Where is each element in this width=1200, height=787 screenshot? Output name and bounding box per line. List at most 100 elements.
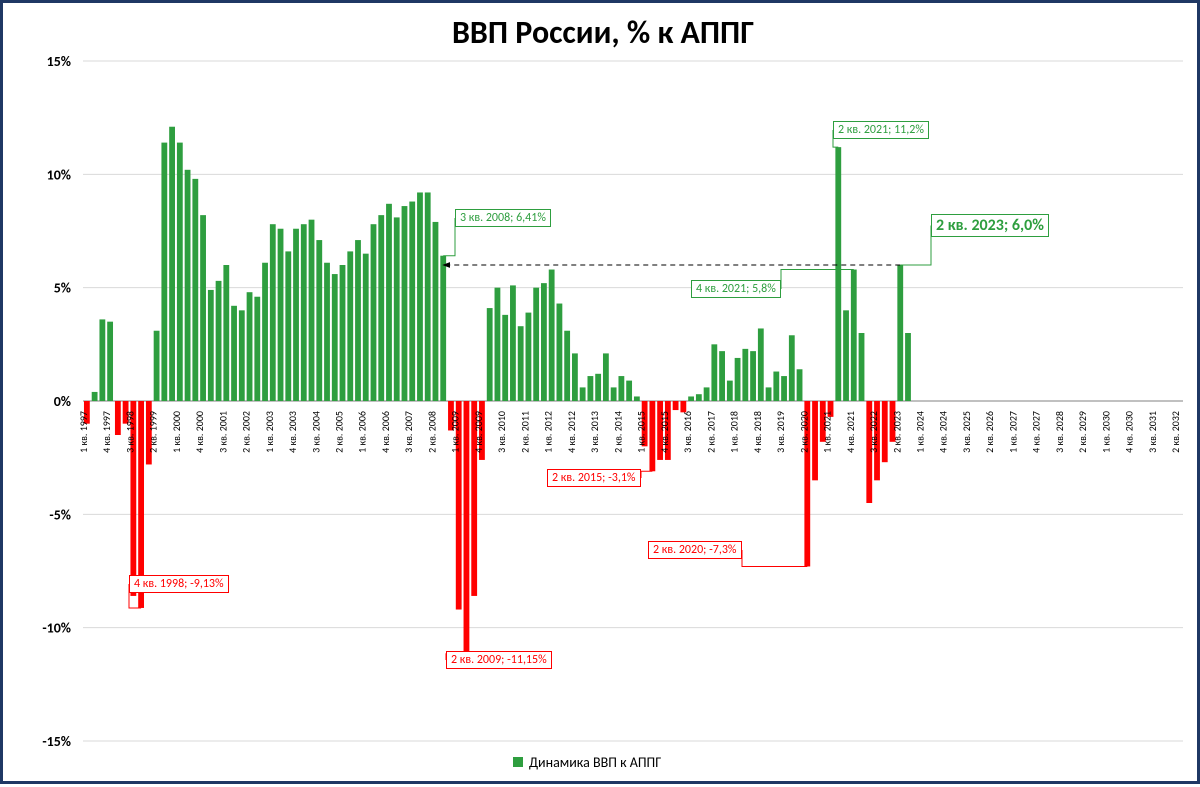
- bar: [433, 222, 439, 401]
- callout-box: 2 кв. 2009; -11,15%: [446, 651, 552, 669]
- callout-box: 2 кв. 2020; -7,3%: [648, 541, 742, 559]
- svg-text:1 кв. 2027: 1 кв. 2027: [1006, 411, 1019, 453]
- bar: [177, 143, 183, 401]
- bar: [185, 170, 191, 401]
- svg-text:4 кв. 2021: 4 кв. 2021: [844, 411, 857, 453]
- svg-text:2 кв. 2029: 2 кв. 2029: [1076, 411, 1089, 453]
- svg-text:4 кв. 2015: 4 кв. 2015: [658, 411, 671, 453]
- bar: [208, 290, 214, 401]
- bar: [564, 331, 570, 401]
- bar: [843, 310, 849, 401]
- svg-text:4 кв. 2030: 4 кв. 2030: [1123, 411, 1136, 453]
- svg-text:4 кв. 2009: 4 кв. 2009: [472, 411, 485, 453]
- bar: [727, 381, 733, 401]
- svg-text:1 кв. 2030: 1 кв. 2030: [1099, 411, 1112, 453]
- bar: [332, 274, 338, 401]
- svg-text:15%: 15%: [47, 53, 71, 70]
- svg-text:-5%: -5%: [49, 506, 71, 523]
- bar: [394, 217, 400, 401]
- callout-box: 4 кв. 2021; 5,8%: [691, 280, 781, 298]
- bar: [107, 322, 113, 401]
- legend-label: Динамика ВВП к АППГ: [529, 754, 661, 771]
- svg-text:3 кв. 2013: 3 кв. 2013: [588, 411, 601, 453]
- bar: [247, 292, 253, 401]
- bar: [285, 251, 291, 401]
- bar: [169, 127, 175, 401]
- bar: [696, 394, 702, 401]
- bar: [425, 192, 431, 401]
- callout-leader: [742, 550, 807, 566]
- bar: [634, 396, 640, 401]
- svg-text:2 кв. 2011: 2 кв. 2011: [518, 411, 531, 453]
- bar: [750, 351, 756, 401]
- svg-text:-10%: -10%: [42, 620, 71, 637]
- bar: [626, 381, 632, 401]
- bar: [440, 256, 446, 401]
- svg-text:-15%: -15%: [42, 733, 71, 750]
- bar: [603, 353, 609, 401]
- bar: [409, 202, 415, 401]
- svg-text:1 кв. 2024: 1 кв. 2024: [913, 411, 926, 453]
- bar: [704, 387, 710, 401]
- callout-leader: [443, 218, 455, 256]
- bar: [611, 387, 617, 401]
- svg-text:2 кв. 2017: 2 кв. 2017: [704, 411, 717, 453]
- callout-leader: [781, 270, 854, 289]
- svg-text:3 кв. 2004: 3 кв. 2004: [309, 411, 322, 453]
- svg-text:1 кв. 2009: 1 кв. 2009: [449, 411, 462, 453]
- callout-box: 2 кв. 2015; -3,1%: [547, 469, 641, 487]
- bar: [905, 333, 911, 401]
- svg-text:1 кв. 2000: 1 кв. 2000: [170, 411, 183, 453]
- callout-box: 2 кв. 2021; 11,2%: [833, 121, 929, 139]
- bar: [355, 240, 361, 401]
- svg-text:1 кв. 2015: 1 кв. 2015: [635, 411, 648, 453]
- svg-text:1 кв. 1997: 1 кв. 1997: [77, 411, 90, 453]
- svg-text:4 кв. 2003: 4 кв. 2003: [286, 411, 299, 453]
- bar: [587, 376, 593, 401]
- svg-text:2 кв. 2005: 2 кв. 2005: [333, 411, 346, 453]
- legend-marker: [513, 757, 523, 767]
- chart-svg: -15%-10%-5%0%5%10%15%1 кв. 19974 кв. 199…: [3, 3, 1200, 787]
- bar: [200, 215, 206, 401]
- bar: [533, 288, 539, 401]
- bar: [835, 147, 841, 401]
- bar: [293, 229, 299, 401]
- svg-text:2 кв. 2026: 2 кв. 2026: [983, 411, 996, 453]
- svg-text:5%: 5%: [54, 280, 71, 297]
- bar: [316, 240, 322, 401]
- bar: [851, 270, 857, 401]
- bar: [742, 349, 748, 401]
- svg-text:4 кв. 1997: 4 кв. 1997: [100, 411, 113, 453]
- bar: [495, 288, 501, 401]
- bar: [340, 265, 346, 401]
- svg-text:3 кв. 1998: 3 кв. 1998: [123, 411, 136, 453]
- svg-text:4 кв. 2027: 4 кв. 2027: [1030, 411, 1043, 453]
- svg-text:2 кв. 2002: 2 кв. 2002: [240, 411, 253, 453]
- svg-text:2 кв. 1999: 2 кв. 1999: [147, 411, 160, 453]
- bar: [812, 401, 818, 480]
- bar: [673, 401, 679, 410]
- bar: [309, 220, 315, 401]
- svg-text:2 кв. 2032: 2 кв. 2032: [1169, 411, 1182, 453]
- bar: [347, 251, 353, 401]
- svg-text:2 кв. 2014: 2 кв. 2014: [611, 411, 624, 453]
- bar: [487, 308, 493, 401]
- bar: [510, 285, 516, 401]
- bar: [797, 369, 803, 401]
- bar: [649, 401, 655, 471]
- svg-text:4 кв. 2024: 4 кв. 2024: [937, 411, 950, 453]
- svg-text:3 кв. 2010: 3 кв. 2010: [495, 411, 508, 453]
- bar: [549, 270, 555, 401]
- callout-box: 3 кв. 2008; 6,41%: [455, 209, 551, 227]
- bar: [897, 265, 903, 401]
- svg-text:2 кв. 2008: 2 кв. 2008: [425, 411, 438, 453]
- bar: [371, 224, 377, 401]
- callout-box: 4 кв. 1998; -9,13%: [129, 575, 229, 593]
- bar: [680, 401, 686, 412]
- bar: [254, 297, 260, 401]
- svg-text:4 кв. 2012: 4 кв. 2012: [565, 411, 578, 453]
- bar: [378, 215, 384, 401]
- bar: [386, 204, 392, 401]
- bar: [618, 376, 624, 401]
- bar: [735, 358, 741, 401]
